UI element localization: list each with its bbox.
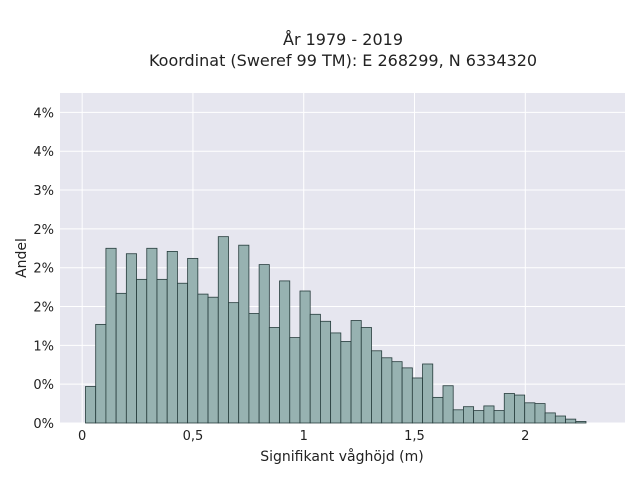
histogram-bar bbox=[177, 282, 189, 424]
x-tick-label: 1,5 bbox=[404, 429, 425, 444]
histogram-bar bbox=[105, 247, 117, 424]
x-axis-label: Signifikant våghöjd (m) bbox=[260, 448, 423, 465]
histogram-bar bbox=[166, 250, 178, 424]
histogram-bar bbox=[554, 415, 566, 424]
y-tick-label: 3% bbox=[33, 184, 54, 199]
x-tick-label: 1 bbox=[300, 429, 308, 444]
histogram-bar bbox=[463, 406, 475, 424]
chart-title-line1: År 1979 - 2019 bbox=[283, 30, 403, 49]
histogram-bar bbox=[565, 418, 577, 424]
histogram-bar bbox=[401, 367, 413, 424]
histogram-bar bbox=[330, 332, 342, 424]
histogram-bar bbox=[228, 302, 240, 424]
x-axis-ticks: 0 0,5 1 1,5 2 bbox=[78, 429, 529, 444]
y-tick-label: 4% bbox=[33, 106, 54, 121]
histogram-bar bbox=[156, 278, 168, 424]
y-tick-label: 2% bbox=[33, 301, 54, 316]
histogram-bar bbox=[279, 280, 291, 424]
histogram-bar bbox=[514, 394, 526, 424]
y-tick-label: 2% bbox=[33, 262, 54, 277]
y-tick-label: 2% bbox=[33, 223, 54, 238]
histogram-bar bbox=[544, 412, 556, 424]
bars bbox=[85, 236, 587, 424]
histogram-bar bbox=[136, 278, 148, 424]
histogram-bar bbox=[197, 293, 209, 424]
histogram-bar bbox=[360, 327, 372, 424]
x-tick-label: 0 bbox=[78, 429, 86, 444]
y-tick-label: 0% bbox=[33, 378, 54, 393]
histogram-bar bbox=[422, 363, 434, 424]
histogram-bar bbox=[146, 247, 158, 424]
chart-title-line2: Koordinat (Sweref 99 TM): E 268299, N 63… bbox=[149, 51, 537, 70]
histogram-bar bbox=[340, 341, 352, 424]
y-tick-label: 0% bbox=[33, 417, 54, 432]
histogram-bar bbox=[503, 393, 515, 424]
y-tick-label: 1% bbox=[33, 339, 54, 354]
histogram-bar bbox=[473, 410, 485, 424]
histogram-bar bbox=[248, 313, 260, 424]
histogram-bar bbox=[534, 403, 546, 424]
histogram-bar bbox=[95, 323, 107, 424]
histogram-bar bbox=[493, 410, 505, 424]
histogram-bar bbox=[125, 253, 137, 424]
histogram-bar bbox=[442, 385, 454, 424]
histogram-bar bbox=[483, 405, 495, 424]
histogram-bar bbox=[268, 327, 280, 424]
x-tick-label: 0,5 bbox=[183, 429, 204, 444]
histogram-bar bbox=[258, 264, 270, 424]
histogram-bar bbox=[320, 320, 332, 424]
histogram-bar bbox=[85, 386, 97, 424]
histogram-bar bbox=[452, 409, 464, 424]
histogram-bar bbox=[371, 350, 383, 424]
y-tick-label: 4% bbox=[33, 145, 54, 160]
histogram-bar bbox=[524, 402, 536, 424]
histogram-bar bbox=[289, 337, 301, 424]
histogram-bar bbox=[432, 396, 444, 424]
histogram-bar bbox=[350, 320, 362, 424]
x-tick-label: 2 bbox=[521, 429, 529, 444]
histogram-bar bbox=[115, 292, 127, 424]
histogram-bar bbox=[381, 357, 393, 424]
histogram-bar bbox=[299, 290, 311, 424]
histogram-bar bbox=[309, 313, 321, 424]
histogram-bar bbox=[207, 296, 219, 424]
histogram-bar bbox=[575, 421, 587, 424]
histogram-bar bbox=[238, 244, 250, 424]
histogram-bar bbox=[187, 257, 199, 424]
y-axis-label: Andel bbox=[14, 238, 30, 278]
histogram-bar bbox=[411, 377, 423, 424]
y-axis-ticks: 0% 0% 1% 2% 2% 2% 3% 4% 4% bbox=[33, 106, 54, 432]
histogram-bar bbox=[391, 361, 403, 424]
histogram-bar bbox=[217, 236, 229, 424]
